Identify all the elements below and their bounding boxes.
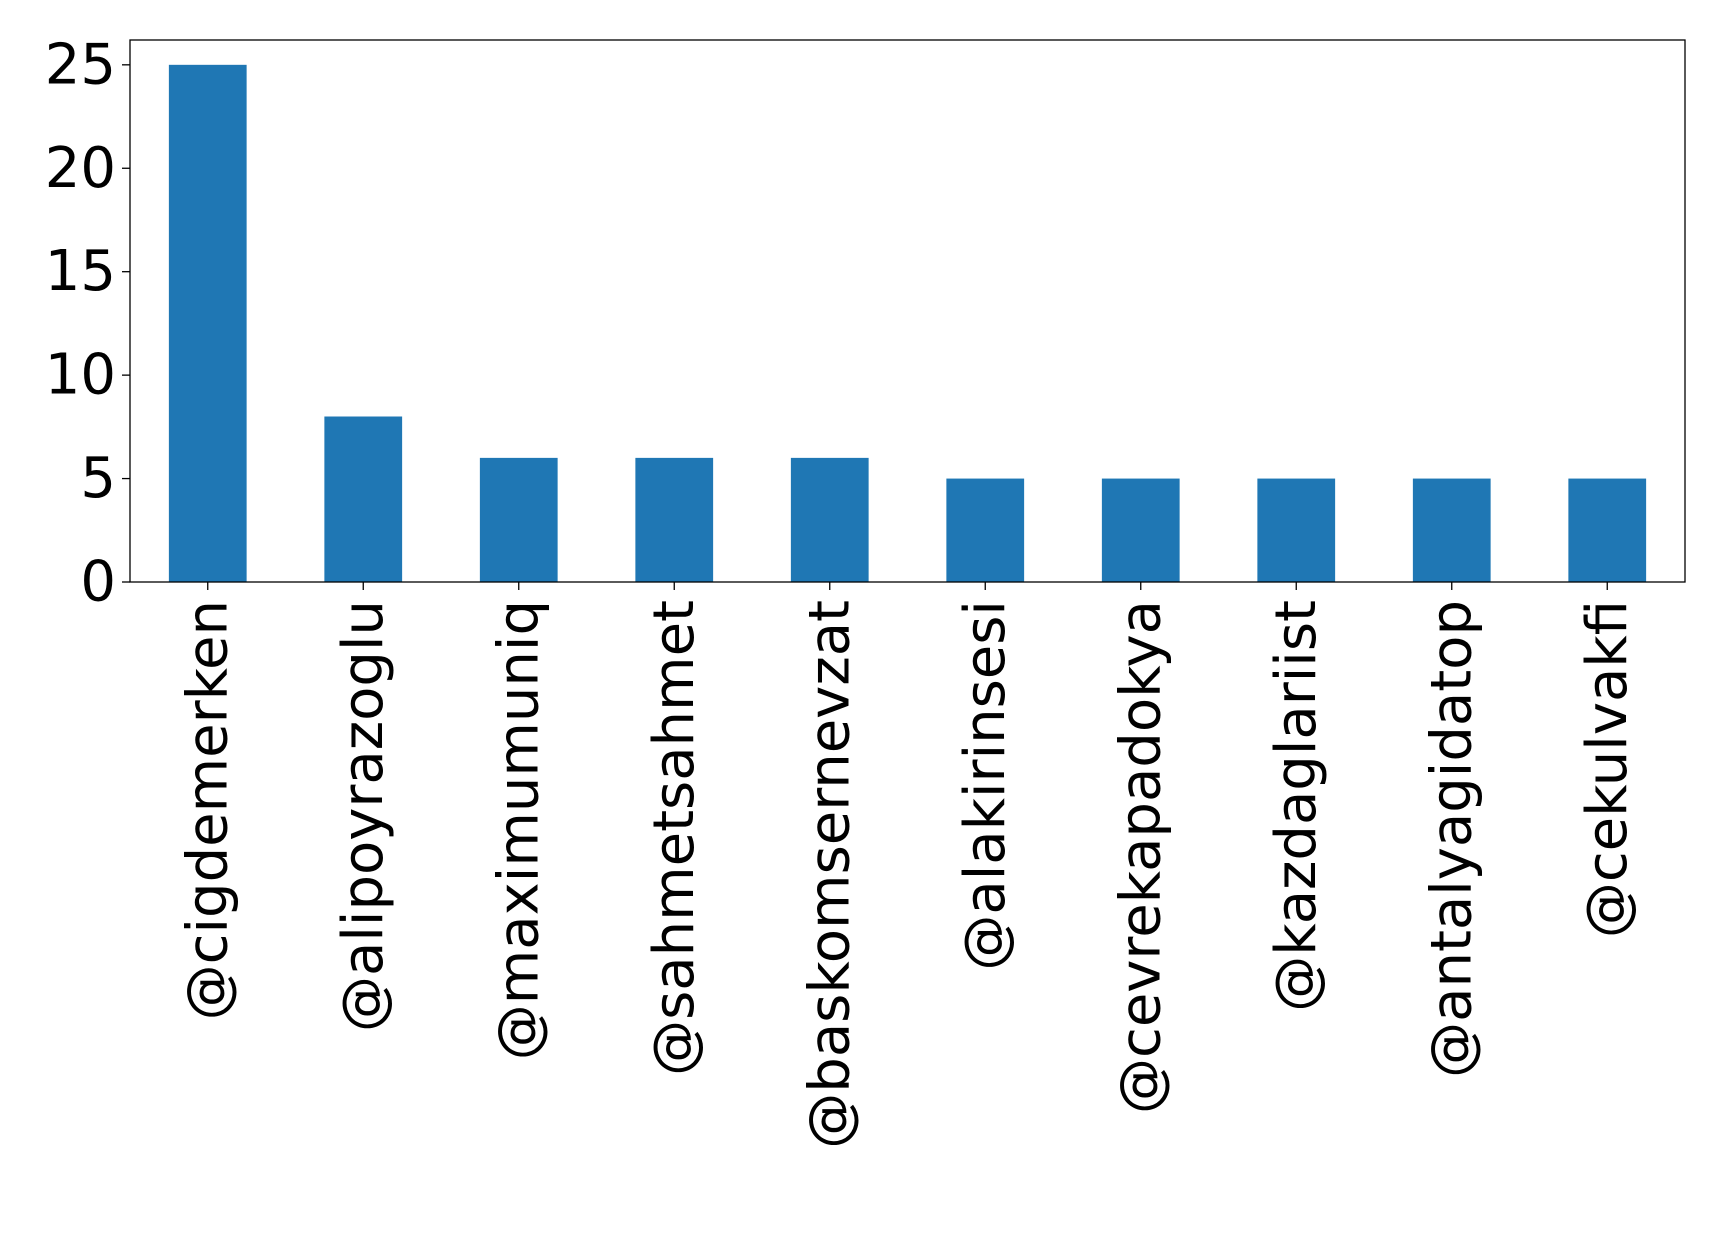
bar [168,64,247,583]
bars-group [168,64,1647,583]
y-tick-label: 10 [45,343,116,408]
x-tick-label: @sahmetsahmet [642,600,707,1076]
x-tick-label: @cigdemerken [175,600,240,1020]
x-tick-label: @antalyagidatop [1419,600,1484,1078]
bar [1412,478,1491,582]
bar [1257,478,1336,582]
y-tick-label: 0 [80,550,116,615]
bar [1101,478,1180,582]
bar [1568,478,1647,582]
plot-frame [129,39,1686,583]
y-axis: 0 5 10 15 20 25 [45,32,130,615]
bar [479,457,558,582]
x-tick-label: @alipoyrazoglu [331,600,396,1032]
x-tick-label: @maximumuniq [486,600,551,1060]
y-tick-label: 20 [45,136,116,201]
bar [324,416,403,582]
x-tick-label: @kazdaglariist [1264,600,1329,1012]
x-tick-label: @cevrekapadokya [1108,600,1173,1114]
y-tick-label: 15 [45,239,116,304]
y-tick-label: 5 [80,446,116,511]
bar [790,457,869,582]
bar [946,478,1025,582]
x-tick-label: @cekulvakfi [1575,600,1640,938]
x-tick-label: @alakirinsesi [953,600,1018,971]
x-axis: @cigdemerken @alipoyrazoglu @maximumuniq @s… [175,582,1640,1149]
x-tick-label: @baskomsernevzat [797,600,862,1149]
y-tick-label: 25 [45,32,116,97]
bar [635,457,714,582]
